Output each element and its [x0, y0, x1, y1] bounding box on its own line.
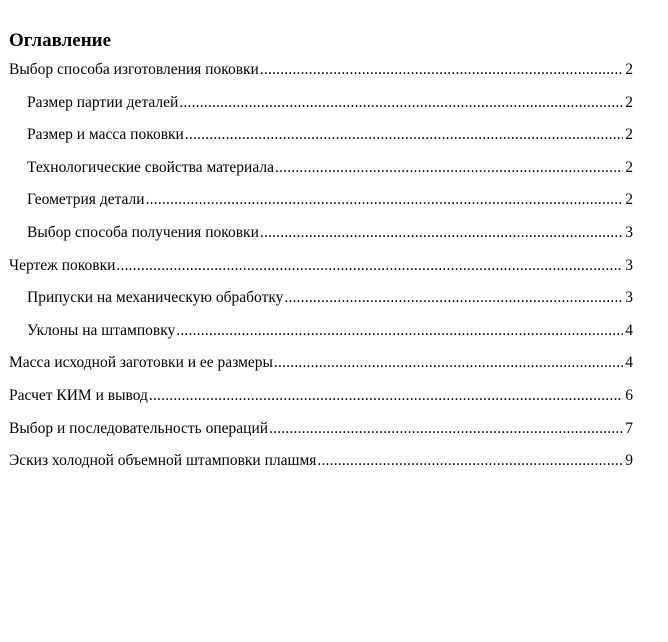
dot-leader — [179, 87, 623, 120]
dot-leader — [269, 413, 623, 446]
toc-entry-page[interactable]: 3 — [625, 256, 633, 274]
toc-title: Оглавление — [9, 30, 112, 51]
dot-leader — [185, 119, 623, 152]
table-of-contents: Выбор способа изготовления поковки2Разме… — [9, 54, 633, 478]
toc-entry-page[interactable]: 2 — [625, 158, 633, 176]
dot-leader — [146, 184, 624, 217]
toc-entry-text[interactable]: Расчет КИМ и вывод — [9, 386, 148, 404]
toc-entry-text[interactable]: Выбор способа изготовления поковки — [9, 61, 259, 78]
toc-entry[interactable]: Масса исходной заготовки и ее размеры 4 — [9, 347, 633, 380]
toc-entry[interactable]: Выбор способа получения поковки 3 — [9, 217, 633, 250]
toc-entry-text[interactable]: Выбор способа получения поковки — [27, 223, 259, 241]
toc-entry-text[interactable]: Масса исходной заготовки и ее размеры — [9, 354, 273, 372]
toc-entry-text[interactable]: Размер и масса поковки — [27, 126, 184, 144]
toc-entry-page[interactable]: 7 — [625, 419, 633, 437]
dot-leader — [149, 380, 623, 413]
dot-leader — [317, 445, 623, 478]
dot-leader — [275, 152, 623, 185]
toc-entry[interactable]: Уклоны на штамповку 4 — [9, 315, 633, 348]
dot-leader — [260, 217, 623, 250]
toc-entry-page[interactable]: 4 — [625, 354, 633, 372]
toc-entry-text[interactable]: Выбор и последовательность операций — [9, 419, 269, 437]
dot-leader — [274, 347, 623, 380]
toc-entry-page[interactable]: 2 — [625, 93, 633, 111]
dot-leader — [284, 282, 623, 315]
toc-entry[interactable]: Припуски на механическую обработку 3 — [9, 282, 633, 315]
toc-entry-text[interactable]: Геометрия детали — [27, 191, 145, 209]
toc-entry[interactable]: Размер и масса поковки 2 — [9, 119, 633, 152]
toc-entry-page[interactable]: 9 — [625, 452, 633, 470]
dot-leader — [260, 54, 623, 87]
dot-leader — [176, 315, 623, 348]
toc-entry[interactable]: Расчет КИМ и вывод 6 — [9, 380, 633, 413]
toc-entry-page[interactable]: 3 — [625, 223, 633, 241]
toc-entry[interactable]: Размер партии деталей 2 — [9, 87, 633, 120]
toc-entry-page[interactable]: 6 — [625, 386, 633, 404]
toc-entry-text[interactable]: Эскиз холодной объемной штамповки плашмя — [9, 452, 317, 470]
toc-entry-page[interactable]: 2 — [625, 126, 633, 144]
toc-entry[interactable]: Геометрия детали 2 — [9, 184, 633, 217]
toc-entry-text[interactable]: Технологические свойства материала — [27, 158, 274, 176]
toc-entry[interactable]: Чертеж поковки 3 — [9, 250, 633, 283]
toc-entry-page[interactable]: 2 — [625, 191, 633, 209]
toc-entry-page[interactable]: 2 — [625, 61, 633, 78]
toc-entry-text[interactable]: Уклоны на штамповку — [27, 321, 176, 339]
toc-entry-page[interactable]: 4 — [625, 321, 633, 339]
toc-entry-page[interactable]: 3 — [625, 289, 633, 307]
toc-entry[interactable]: Технологические свойства материала 2 — [9, 152, 633, 185]
toc-entry[interactable]: Выбор и последовательность операций 7 — [9, 413, 633, 446]
toc-entry[interactable]: Выбор способа изготовления поковки 2 — [9, 54, 633, 87]
toc-entry-text[interactable]: Припуски на механическую обработку — [27, 289, 284, 307]
toc-entry-text[interactable]: Чертеж поковки — [9, 256, 116, 274]
toc-entry-text[interactable]: Размер партии деталей — [27, 93, 179, 111]
toc-entry[interactable]: Эскиз холодной объемной штамповки плашмя… — [9, 445, 633, 478]
dot-leader — [116, 250, 623, 283]
